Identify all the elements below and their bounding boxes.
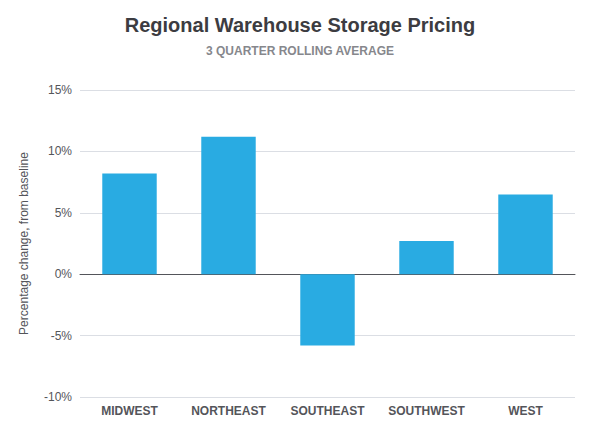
svg-text:NORTHEAST: NORTHEAST: [191, 404, 266, 418]
svg-text:5%: 5%: [55, 206, 73, 220]
svg-text:Regional Warehouse Storage Pri: Regional Warehouse Storage Pricing: [125, 14, 475, 36]
svg-text:WEST: WEST: [508, 404, 543, 418]
svg-text:MIDWEST: MIDWEST: [101, 404, 158, 418]
svg-text:-5%: -5%: [51, 329, 73, 343]
svg-text:3 QUARTER ROLLING AVERAGE: 3 QUARTER ROLLING AVERAGE: [206, 44, 394, 58]
svg-text:SOUTHWEST: SOUTHWEST: [388, 404, 465, 418]
svg-text:15%: 15%: [48, 83, 72, 97]
svg-text:10%: 10%: [48, 144, 72, 158]
svg-text:SOUTHEAST: SOUTHEAST: [290, 404, 365, 418]
svg-text:-10%: -10%: [44, 390, 72, 404]
svg-text:0%: 0%: [55, 267, 73, 281]
svg-text:Percentage change, from baseli: Percentage change, from baseline: [17, 152, 31, 335]
